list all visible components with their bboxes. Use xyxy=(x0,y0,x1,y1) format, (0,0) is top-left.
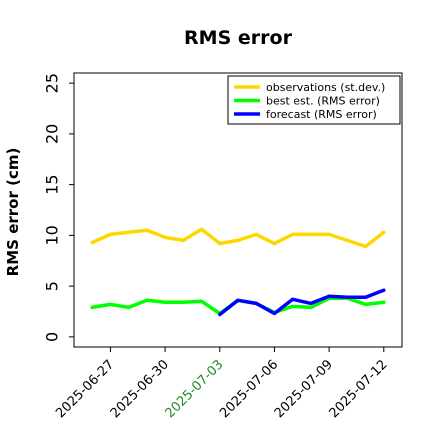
plot-frame xyxy=(73,72,403,348)
legend: observations (st.dev.)best est. (RMS err… xyxy=(227,75,401,125)
series-line-1 xyxy=(90,227,386,249)
y-tick-label: 15 xyxy=(43,174,62,194)
chart-title: RMS error xyxy=(184,27,293,49)
y-tick-label: 0 xyxy=(43,332,62,342)
y-tick-label: 20 xyxy=(43,124,62,144)
y-tick-label: 25 xyxy=(43,73,62,93)
y-axis-label: RMS error (cm) xyxy=(4,148,22,277)
legend-label: forecast (RMS error) xyxy=(266,108,377,121)
x-tick-label: 2025-07-12 xyxy=(327,357,391,421)
y-tick-label: 5 xyxy=(43,281,62,291)
legend-label: best est. (RMS error) xyxy=(266,94,380,107)
legend-label: observations (st.dev.) xyxy=(266,81,385,94)
y-tick-label: 10 xyxy=(43,225,62,245)
series-line-3 xyxy=(218,288,386,317)
